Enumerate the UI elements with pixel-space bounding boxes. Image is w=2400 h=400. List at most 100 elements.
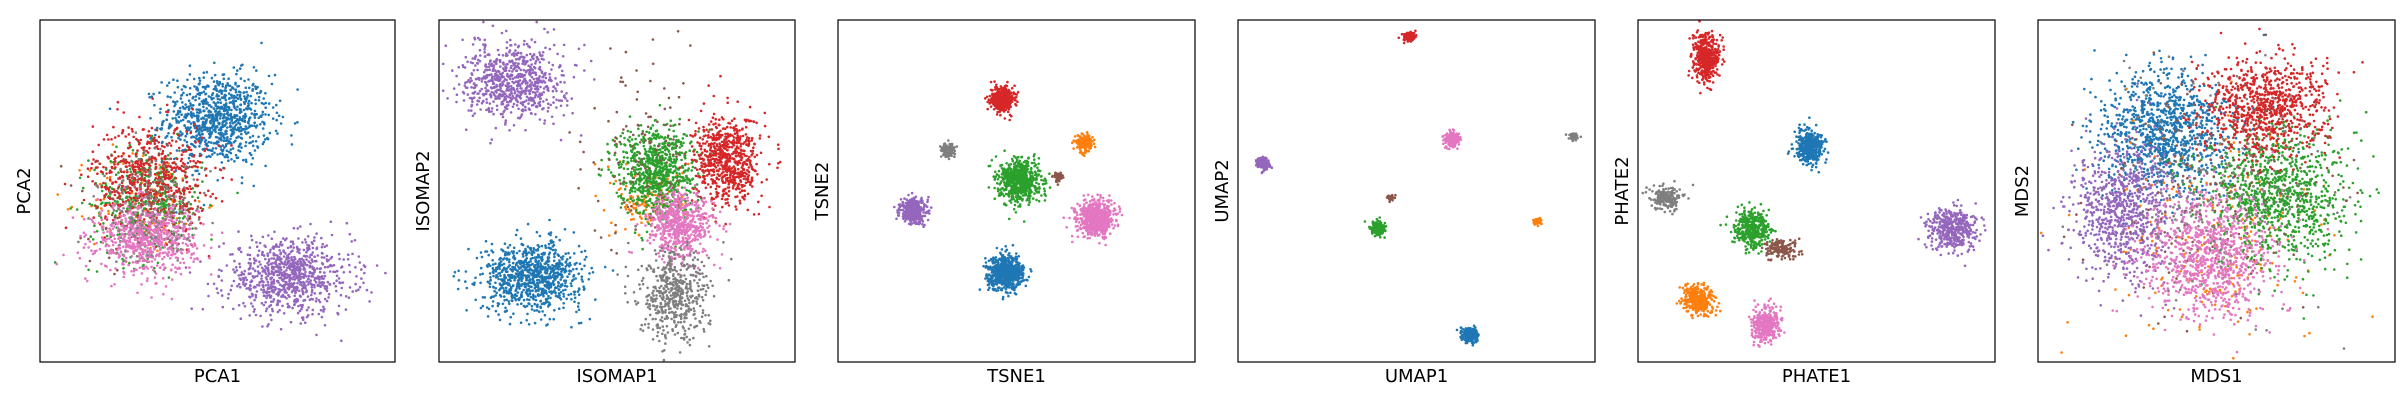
pca-point <box>178 236 181 239</box>
pca-point <box>213 73 217 77</box>
pca-point <box>227 292 230 296</box>
pca-point <box>253 308 256 311</box>
isomap-point <box>503 275 507 278</box>
pca-point <box>137 157 141 161</box>
pca-point <box>151 250 154 254</box>
isomap-point <box>485 264 489 267</box>
pca-point <box>182 229 185 233</box>
pca-point <box>189 256 193 260</box>
isomap-point <box>559 298 563 301</box>
pca-point <box>192 260 195 263</box>
pca-point <box>230 115 233 119</box>
pca-point <box>88 259 92 263</box>
pca-point <box>102 231 105 234</box>
pca-point <box>282 265 286 269</box>
pca-point <box>89 235 92 238</box>
pca-point <box>282 279 285 283</box>
pca-point <box>135 233 138 237</box>
pca-point <box>271 117 275 120</box>
pca-point <box>310 283 314 287</box>
pca-point <box>239 317 243 321</box>
pca-point <box>105 234 109 238</box>
pca-point <box>116 108 119 111</box>
pca-point <box>267 286 270 289</box>
pca-point <box>237 282 241 286</box>
pca-point <box>164 190 168 194</box>
pca-point <box>368 300 371 303</box>
isomap-point <box>557 288 561 291</box>
pca-point <box>244 107 248 110</box>
isomap-point <box>489 276 492 279</box>
isomap-point <box>640 202 644 206</box>
pca-point <box>205 70 209 74</box>
isomap-point <box>582 288 586 291</box>
pca-point <box>275 303 279 307</box>
pca-point <box>337 304 341 308</box>
pca-point <box>208 256 211 260</box>
pca-point <box>202 98 205 102</box>
pca-point <box>104 227 108 231</box>
pca-point <box>149 197 153 200</box>
pca-point <box>180 220 184 224</box>
pca-point <box>130 159 133 163</box>
pca-point <box>304 275 308 278</box>
pca-point <box>146 195 149 198</box>
isomap-point <box>519 295 523 298</box>
pca-point <box>178 212 181 215</box>
pca-point <box>164 136 167 139</box>
pca-point <box>136 199 139 202</box>
pca-point <box>255 290 259 293</box>
pca-point <box>240 146 243 149</box>
pca-point <box>299 295 302 298</box>
pca-point <box>168 218 171 222</box>
pca-point <box>260 41 263 45</box>
pca-point <box>182 233 185 237</box>
pca-point <box>344 308 348 311</box>
pca-point <box>136 175 139 178</box>
pca-point <box>175 218 178 222</box>
pca-point <box>265 278 269 281</box>
pca-point <box>269 313 272 317</box>
pca-point <box>162 119 165 123</box>
pca-point <box>180 252 184 255</box>
pca-point <box>323 274 327 278</box>
pca-point <box>86 167 90 170</box>
pca-point <box>328 270 332 273</box>
pca-point <box>160 200 163 204</box>
pca-point <box>133 185 136 188</box>
isomap-point <box>453 270 457 274</box>
pca-point <box>184 113 187 116</box>
pca-point <box>94 183 98 187</box>
pca-point <box>309 279 313 282</box>
pca-point <box>147 260 151 264</box>
pca-point <box>186 126 190 129</box>
pca-point <box>207 154 211 158</box>
pca-point <box>141 154 145 157</box>
pca-point <box>160 157 164 160</box>
pca-point <box>174 102 177 106</box>
isomap-point <box>503 299 506 302</box>
pca-point <box>276 273 279 277</box>
pca-point <box>311 271 314 275</box>
pca-point <box>290 262 293 266</box>
pca-point <box>200 138 204 142</box>
pca-point <box>267 234 270 237</box>
pca-point <box>281 304 284 308</box>
pca-point <box>126 245 130 248</box>
pca-point <box>319 308 323 312</box>
isomap-point <box>504 286 508 290</box>
pca-point <box>167 173 170 177</box>
pca-point <box>338 257 341 261</box>
isomap-point <box>523 260 527 264</box>
pca-point <box>172 230 176 233</box>
pca-point <box>224 98 228 102</box>
pca-point <box>155 225 158 228</box>
pca-point <box>339 293 343 297</box>
isomap-point <box>540 259 544 263</box>
isomap-point <box>533 269 536 272</box>
pca-point <box>127 133 131 136</box>
isomap-point <box>580 275 584 279</box>
pca-point <box>262 97 266 100</box>
isomap-point <box>537 253 540 257</box>
pca-point <box>205 118 208 121</box>
